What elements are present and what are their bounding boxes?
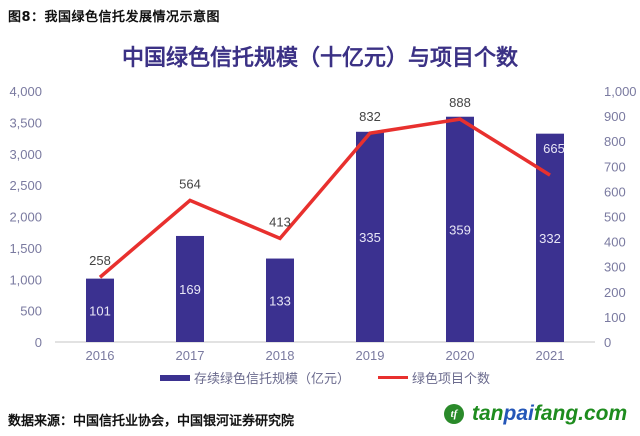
line-data-label: 665 [543,141,565,156]
y-right-tick-label: 600 [604,184,626,199]
legend-swatch-bar [160,374,190,381]
bar [176,235,204,342]
x-tick-label: 2018 [266,348,295,363]
tanpaifang-logo-icon: tf [444,404,464,424]
y-right-tick-label: 800 [604,134,626,149]
legend-item-bar[interactable]: 存续绿色信托规模（亿元） [160,368,350,387]
right-axis: 0 100 200 300 400 500 600 700 800 900 1,000 [604,84,637,350]
bar-data-label: 359 [449,222,471,237]
bar [356,131,384,342]
y-left-tick-label: 0 [35,335,42,350]
line-data-label: 832 [359,109,381,124]
bar [86,278,114,342]
y-right-tick-label: 400 [604,235,626,250]
watermark: tf tanpaifang.com [444,402,627,426]
y-right-tick-label: 900 [604,109,626,124]
y-right-tick-label: 1,000 [604,84,637,99]
y-left-tick-label: 500 [20,304,42,319]
legend-label-bar: 存续绿色信托规模（亿元） [194,372,351,387]
bar [446,116,474,342]
bar-data-label: 133 [269,293,291,308]
figure-caption: 图8：我国绿色信托发展情况示意图 [8,10,221,25]
y-left-tick-label: 2,000 [9,210,42,225]
y-left-tick-label: 1,500 [9,241,42,256]
source-note: 数据来源：中国信托业协会，中国银河证券研究院 [8,414,295,429]
line-series: 258 564 413 832 888 665 [89,95,565,279]
y-left-tick-label: 2,500 [9,178,42,193]
x-tick-label: 2021 [536,348,565,363]
x-tick-label: 2020 [446,348,475,363]
y-right-tick-label: 500 [604,210,626,225]
chart-title: 中国绿色信托规模（十亿元）与项目个数 [121,46,518,71]
bar-data-label: 169 [179,282,201,297]
x-tick-label: 2016 [86,348,115,363]
y-right-tick-label: 200 [604,285,626,300]
bar-data-label: 332 [539,231,561,246]
legend-label-line: 绿色项目个数 [412,372,491,387]
line-data-label: 888 [449,95,471,110]
line-data-label: 564 [179,176,201,191]
legend: 存续绿色信托规模（亿元） 绿色项目个数 [0,368,640,390]
bar-data-label: 101 [89,303,111,318]
bar [266,258,294,342]
x-tick-label: 2019 [356,348,385,363]
line-data-label: 413 [269,214,291,229]
left-axis: 0 500 1,000 1,500 2,000 2,500 3,000 3,500 4,000 [9,84,42,350]
line-path [98,117,551,279]
y-left-tick-label: 3,500 [9,115,42,130]
legend-item-line[interactable]: 绿色项目个数 [378,368,490,387]
watermark-text: tanpaifang.com [472,402,628,425]
x-tick-label: 2017 [176,348,205,363]
y-left-tick-label: 4,000 [9,84,42,99]
y-right-tick-label: 100 [604,310,626,325]
y-left-tick-label: 3,000 [9,147,42,162]
legend-swatch-line [378,376,408,379]
x-axis: 2016 2017 2018 2019 2020 2021 [86,348,565,363]
y-right-tick-label: 300 [604,260,626,275]
y-right-tick-label: 700 [604,159,626,174]
y-left-tick-label: 1,000 [9,272,42,287]
line-data-label: 258 [89,253,111,268]
y-right-tick-label: 0 [604,335,611,350]
bar-data-label: 335 [359,230,381,245]
